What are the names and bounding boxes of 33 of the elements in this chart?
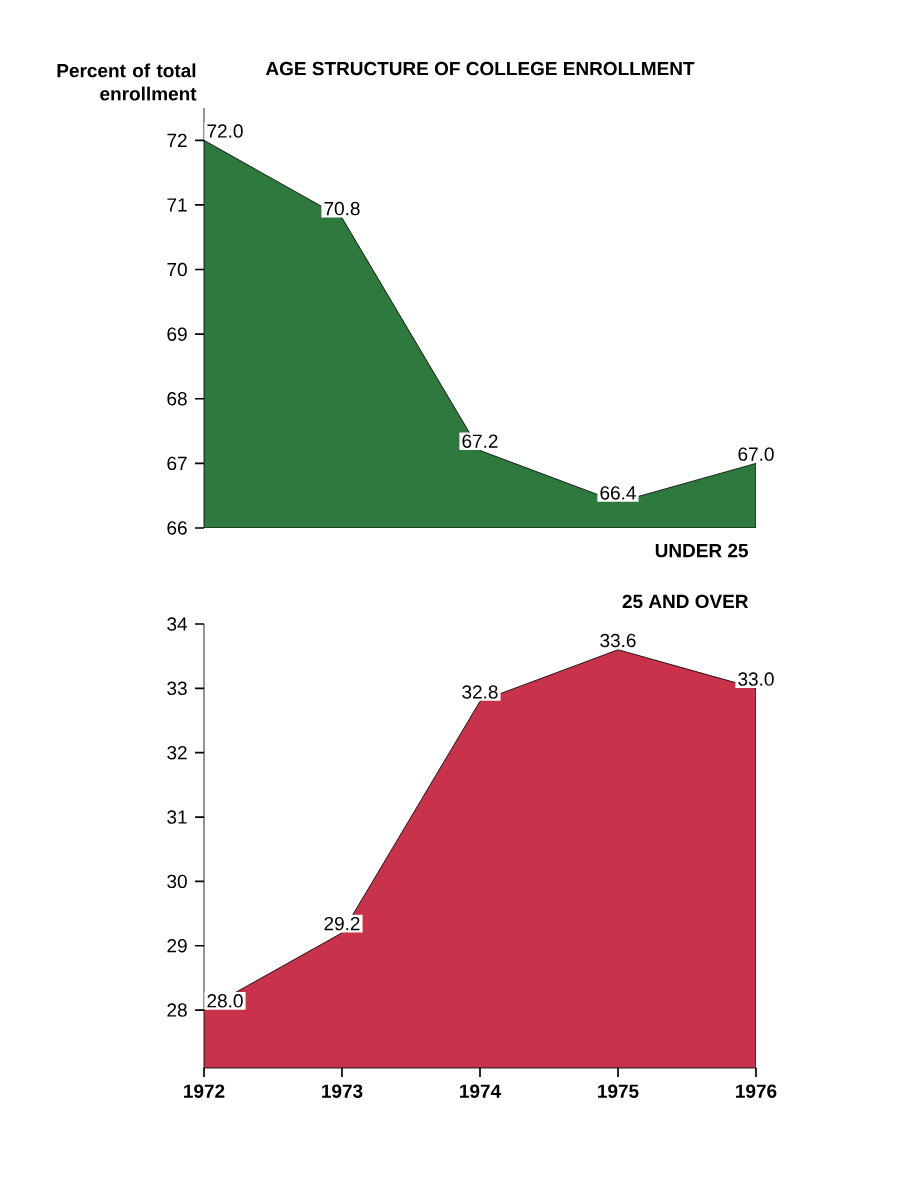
y-tick-label: 33 (167, 681, 187, 696)
y-tick-label: 68 (167, 392, 187, 406)
x-tick-label: 1974 (460, 1084, 501, 1098)
data-label: 33.6 (600, 633, 636, 648)
y-tick-label: 34 (167, 617, 188, 631)
y-tick-label: 29 (167, 939, 187, 953)
data-label: 29.2 (324, 916, 360, 931)
y-tick-label: 32 (167, 745, 187, 760)
y-tick-label: 69 (167, 327, 187, 341)
data-label: 67.0 (738, 447, 774, 461)
x-tick-label: 1973 (322, 1084, 363, 1098)
x-tick-label: 1972 (184, 1084, 225, 1098)
text: 25 AND OVER (622, 594, 749, 609)
chart-title: AGE STRUCTURE OF COLLEGE ENROLLMENT (265, 61, 695, 76)
data-label: 66.4 (600, 486, 636, 500)
data-label: 67.2 (462, 434, 498, 448)
data-label: 28.0 (207, 994, 243, 1008)
y-tick-label: 72 (167, 133, 187, 147)
data-label: 33.0 (738, 672, 774, 686)
y-tick-label: 28 (167, 1003, 187, 1017)
y-tick-label: 71 (167, 198, 187, 212)
y-tick-label: 67 (167, 456, 187, 471)
x-tick-label: 1975 (598, 1084, 639, 1098)
y-tick-label: 66 (167, 521, 187, 535)
y-tick-label: 70 (167, 262, 187, 277)
x-tick-label: 1976 (736, 1084, 777, 1098)
y-tick-label: 30 (167, 874, 187, 889)
y-axis-title: Percent of total enrollment (57, 63, 197, 101)
data-label: 72.0 (207, 124, 243, 138)
series-label: UNDER 25 (655, 543, 748, 558)
data-label: 70.8 (324, 201, 360, 216)
data-label: 32.8 (462, 685, 498, 699)
y-tick-label: 31 (167, 810, 187, 824)
